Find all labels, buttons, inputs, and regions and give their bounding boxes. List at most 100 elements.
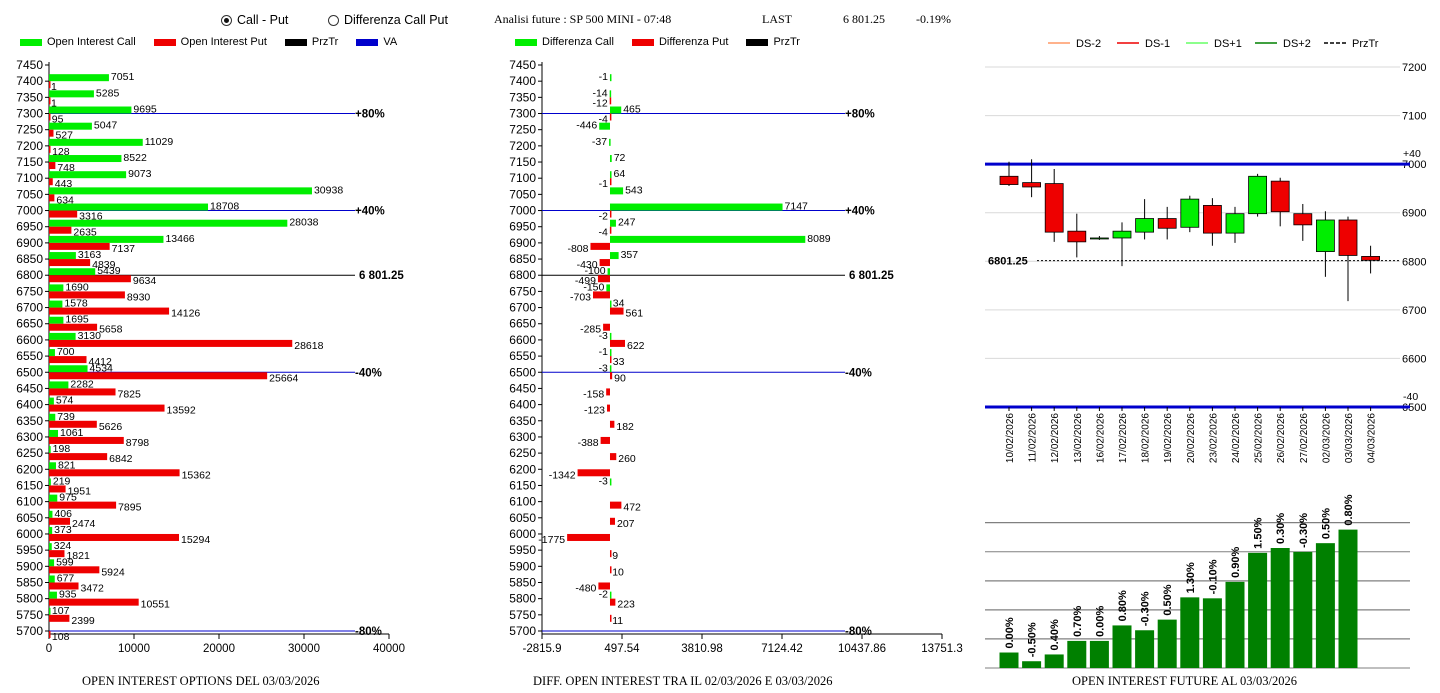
bar-put bbox=[49, 517, 71, 525]
bar-call bbox=[49, 122, 92, 130]
bar-put bbox=[609, 501, 622, 509]
bar-put bbox=[49, 275, 131, 283]
y-tick-label: 7000 bbox=[509, 204, 536, 218]
bar-call-label: 4534 bbox=[90, 362, 114, 374]
y-tick-label: 6100 bbox=[16, 495, 43, 509]
y-tick-label: 6250 bbox=[16, 446, 43, 460]
bar-put-label: 7137 bbox=[112, 243, 136, 255]
bar-call bbox=[609, 252, 619, 260]
candle-body bbox=[1090, 237, 1109, 240]
bar-call bbox=[599, 122, 610, 130]
bar-put bbox=[49, 550, 65, 558]
radio-differenza[interactable]: Differenza Call Put bbox=[328, 13, 448, 27]
bar-call-label: -3 bbox=[599, 330, 608, 342]
radio-selected-icon[interactable] bbox=[221, 14, 232, 26]
bar-call-label: 64 bbox=[614, 168, 626, 180]
candle-body bbox=[1135, 218, 1155, 233]
reference-label: 6 801.25 bbox=[849, 270, 894, 282]
bar-put bbox=[49, 307, 170, 315]
bar-call-label: 8522 bbox=[123, 152, 147, 164]
y-tick-label: 6450 bbox=[16, 381, 43, 395]
bar-put bbox=[49, 436, 124, 444]
bar-put bbox=[49, 162, 56, 170]
bar-call bbox=[49, 252, 76, 260]
bar-put bbox=[609, 420, 615, 428]
future-oi-bar bbox=[1248, 552, 1268, 668]
legend-diff-prztr: PrzTr bbox=[746, 36, 800, 48]
reference-label: +40% bbox=[845, 206, 875, 218]
bar-call bbox=[49, 526, 53, 534]
legend-diff-put: Differenza Put bbox=[631, 36, 728, 48]
future-oi-label: 1.30% bbox=[1185, 562, 1197, 593]
bar-put-label: -480 bbox=[575, 582, 596, 594]
bar-call bbox=[49, 429, 59, 437]
bar-call-label: 28038 bbox=[289, 217, 318, 229]
bar-call bbox=[49, 462, 56, 470]
bar-put-label: 6842 bbox=[109, 453, 133, 465]
bar-put bbox=[49, 598, 139, 606]
bar-call-label: 30938 bbox=[314, 184, 343, 196]
change-percent: -0.19% bbox=[916, 12, 951, 26]
candlestick-chart: DS-2 DS-1 DS+1 DS+2 PrzTr 7200 7100 7000 6900 680… bbox=[985, 38, 1426, 463]
future-oi-bar bbox=[1338, 529, 1358, 668]
bar-call-label: 2282 bbox=[70, 378, 94, 390]
bar-call-label: -1 bbox=[599, 71, 608, 83]
bar-call bbox=[49, 575, 55, 583]
y-tick-label: 7200 bbox=[16, 139, 43, 153]
bar-put bbox=[49, 582, 79, 590]
bar-put-label: 13592 bbox=[167, 405, 196, 417]
y-tick-label: 6750 bbox=[16, 284, 43, 298]
y-tick-label: 6800 bbox=[16, 268, 43, 282]
x-tick-label: 23/02/2026 bbox=[1208, 413, 1219, 463]
bar-put-label: 14126 bbox=[171, 308, 200, 320]
bar-call bbox=[49, 187, 312, 195]
future-oi-bar bbox=[1293, 551, 1313, 668]
bar-call-label: -2 bbox=[599, 589, 608, 601]
x-tick-label: 20/02/2026 bbox=[1186, 413, 1197, 463]
bar-put-label: 108 bbox=[52, 631, 70, 643]
bar-call-label: 5285 bbox=[96, 87, 120, 99]
legend-label: PrzTr bbox=[311, 36, 339, 48]
bar-put-label: 223 bbox=[617, 599, 635, 611]
x-tick-label: 497.54 bbox=[604, 643, 640, 655]
radio-unselected-icon[interactable] bbox=[328, 14, 339, 26]
bar-call bbox=[49, 607, 51, 615]
future-open-interest-chart: 0.00% -0.50% 0.40% 0.70% 0.00% 0.80% -0.30% 0.5… bbox=[985, 494, 1410, 669]
bar-call bbox=[49, 365, 88, 373]
y-tick-label: 6500 bbox=[509, 365, 536, 379]
y-tick-label: 6400 bbox=[16, 398, 43, 412]
bar-put-label: -285 bbox=[580, 324, 601, 336]
y-tick-label: 5900 bbox=[16, 559, 43, 573]
y-tick-label: 5800 bbox=[509, 592, 536, 606]
bar-put bbox=[609, 178, 612, 186]
bar-put-label: 260 bbox=[618, 453, 636, 465]
bar-put-label: 33 bbox=[613, 356, 625, 368]
y-tick-label: 6450 bbox=[509, 381, 536, 395]
bar-call bbox=[609, 187, 624, 195]
bar-call bbox=[49, 543, 52, 551]
legend-label: PrzTr bbox=[773, 36, 800, 48]
radio-call-put[interactable]: Call - Put bbox=[221, 13, 288, 27]
bar-call bbox=[49, 446, 51, 454]
bar-put-label: 443 bbox=[55, 178, 73, 190]
bar-call bbox=[49, 74, 109, 82]
bar-put-label: -1775 bbox=[538, 534, 565, 546]
future-oi-bar bbox=[1315, 543, 1335, 668]
future-oi-label: 0.50% bbox=[1162, 584, 1174, 615]
bar-put-label: 5626 bbox=[99, 421, 123, 433]
future-oi-bar bbox=[1270, 548, 1290, 668]
bar-call-label: 7147 bbox=[785, 201, 809, 213]
y-tick-label: 5800 bbox=[16, 592, 43, 606]
legend-label: Open Interest Call bbox=[47, 36, 136, 48]
y-tick-label: 7250 bbox=[16, 123, 43, 137]
future-oi-label: 0.40% bbox=[1049, 619, 1061, 650]
y-tick-label: 7350 bbox=[509, 90, 536, 104]
legend-label: PrzTr bbox=[1352, 38, 1379, 50]
bar-call-label: 1690 bbox=[65, 281, 89, 293]
candle-body bbox=[1202, 205, 1222, 234]
legend-label: DS-1 bbox=[1145, 38, 1170, 50]
bar-put-label: 472 bbox=[623, 502, 641, 514]
bar-put-label: 5658 bbox=[99, 324, 123, 336]
candle-body bbox=[1067, 230, 1087, 243]
bar-put bbox=[49, 194, 55, 202]
